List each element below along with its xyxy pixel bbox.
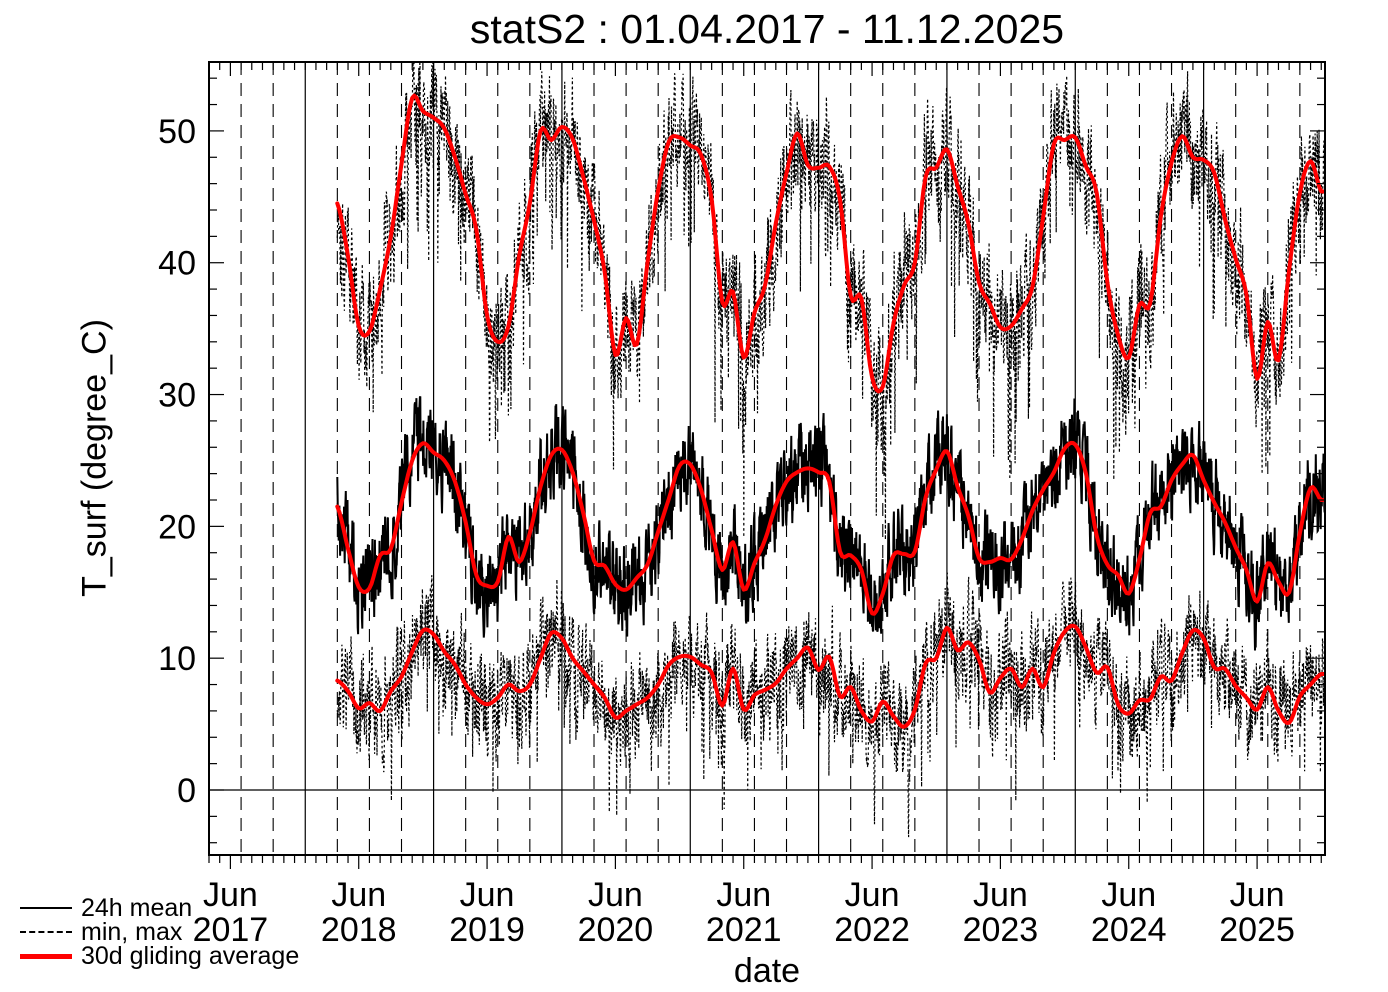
tick-labels: 01020304050Jun2017Jun2018Jun2019Jun2020J… <box>158 113 1295 949</box>
data-series <box>335 62 1325 838</box>
avg-mean-line <box>335 440 1325 616</box>
y-tick-label: 0 <box>177 772 196 810</box>
legend-label: min, max <box>81 918 183 946</box>
red-line-sample-icon <box>20 953 72 959</box>
plot-title: statS2 : 01.04.2017 - 11.12.2025 <box>469 6 1065 52</box>
x-tick-year-label: 2018 <box>321 911 397 949</box>
y-tick-label: 20 <box>158 508 196 546</box>
x-tick-year-label: 2021 <box>706 911 782 949</box>
y-tick-label: 50 <box>158 113 196 151</box>
solid-line-sample-icon <box>20 907 72 909</box>
x-tick-year-label: 2022 <box>834 911 910 949</box>
x-tick-year-label: 2020 <box>578 911 654 949</box>
x-tick-month-label: Jun <box>331 876 386 914</box>
y-tick-label: 40 <box>158 245 196 283</box>
daily-max-line <box>336 62 1325 540</box>
y-axis-label: T_surf (degree_C) <box>75 319 114 597</box>
legend-item-24h-mean: 24h mean <box>20 894 299 922</box>
daily-min-line <box>336 572 1325 838</box>
x-tick-month-label: Jun <box>460 876 515 914</box>
x-tick-year-label: 2019 <box>449 911 525 949</box>
x-tick-year-label: 2017 <box>193 911 269 949</box>
x-axis-label: date <box>733 952 801 990</box>
gridlines <box>209 62 1325 855</box>
x-tick-month-label: Jun <box>845 876 900 914</box>
legend-item-30d-average: 30d gliding average <box>20 942 300 970</box>
x-tick-month-label: Jun <box>203 876 258 914</box>
daily-mean-line <box>336 395 1325 651</box>
x-tick-month-label: Jun <box>588 876 643 914</box>
x-tick-month-label: Jun <box>1230 876 1285 914</box>
x-tick-year-label: 2024 <box>1091 911 1167 949</box>
y-tick-label: 10 <box>158 640 196 678</box>
legend: 24h mean min, max 30d gliding average <box>20 894 300 970</box>
legend-label: 30d gliding average <box>81 942 300 970</box>
y-tick-label: 30 <box>158 377 196 415</box>
x-tick-year-label: 2025 <box>1219 911 1295 949</box>
x-tick-month-label: Jun <box>973 876 1028 914</box>
avg-max-line <box>335 93 1325 394</box>
x-tick-month-label: Jun <box>716 876 771 914</box>
x-tick-year-label: 2023 <box>963 911 1039 949</box>
axes <box>208 61 1326 869</box>
dashed-line-sample-icon <box>20 931 72 933</box>
legend-item-min-max: min, max <box>20 918 299 946</box>
x-tick-month-label: Jun <box>1101 876 1156 914</box>
legend-label: 24h mean <box>81 894 193 922</box>
avg-min-line <box>335 623 1325 729</box>
